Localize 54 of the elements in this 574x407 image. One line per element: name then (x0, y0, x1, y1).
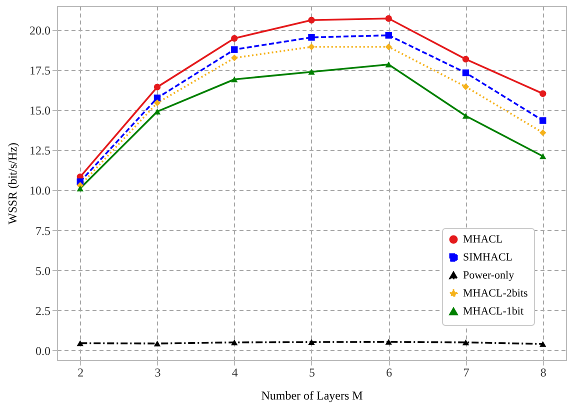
y-axis-title: WSSR (bit/s/Hz) (6, 142, 20, 224)
point (385, 43, 392, 50)
point (540, 129, 546, 136)
x-tick-label: 8 (540, 366, 546, 380)
point (154, 84, 161, 90)
point (308, 43, 315, 50)
x-tick-label: 2 (78, 366, 84, 380)
x-tick-label: 4 (232, 366, 238, 380)
y-tick-label: 10.0 (30, 184, 50, 198)
x-tick-label: 3 (154, 366, 161, 380)
point (462, 83, 470, 90)
point (231, 35, 238, 42)
point (385, 338, 392, 345)
y-tick-label: 20.0 (30, 24, 50, 38)
point (308, 16, 315, 24)
point (154, 100, 161, 106)
x-tick-label: 7 (463, 366, 470, 380)
legend-label: Power-only (463, 270, 515, 282)
x-axis-title: Number of Layers M (261, 388, 364, 402)
y-tick-label: 15.0 (30, 104, 50, 118)
y-tick-label: 5.0 (36, 264, 50, 278)
x-tick-label: 6 (386, 366, 392, 380)
point (154, 340, 161, 346)
y-tick-label: 7.5 (36, 224, 50, 238)
point (231, 46, 238, 53)
point (462, 339, 470, 346)
point (231, 339, 238, 346)
point (540, 341, 546, 347)
legend-label: SIMHACL (463, 252, 513, 264)
point (308, 68, 315, 75)
point (385, 62, 392, 68)
x-tick-label: 5 (309, 366, 315, 380)
y-tick-label: 12.5 (30, 144, 50, 158)
point (76, 340, 84, 346)
point (540, 153, 546, 160)
legend-label: MHACL-1bit (463, 306, 524, 318)
point (385, 32, 392, 39)
point (76, 186, 84, 192)
y-tick-label: 17.5 (30, 64, 50, 78)
legend-label: MHACL (463, 234, 504, 246)
point (462, 69, 470, 76)
point (308, 34, 315, 41)
point (462, 56, 470, 63)
point (231, 76, 238, 82)
y-tick-label: 0.0 (36, 344, 50, 358)
point (231, 54, 238, 62)
legend-label: MHACL-2bits (463, 288, 528, 300)
point (385, 15, 392, 22)
point (462, 112, 470, 119)
point (540, 90, 546, 97)
point (540, 117, 546, 124)
point (154, 108, 161, 114)
y-tick-label: 2.5 (36, 304, 50, 318)
point (308, 339, 315, 345)
